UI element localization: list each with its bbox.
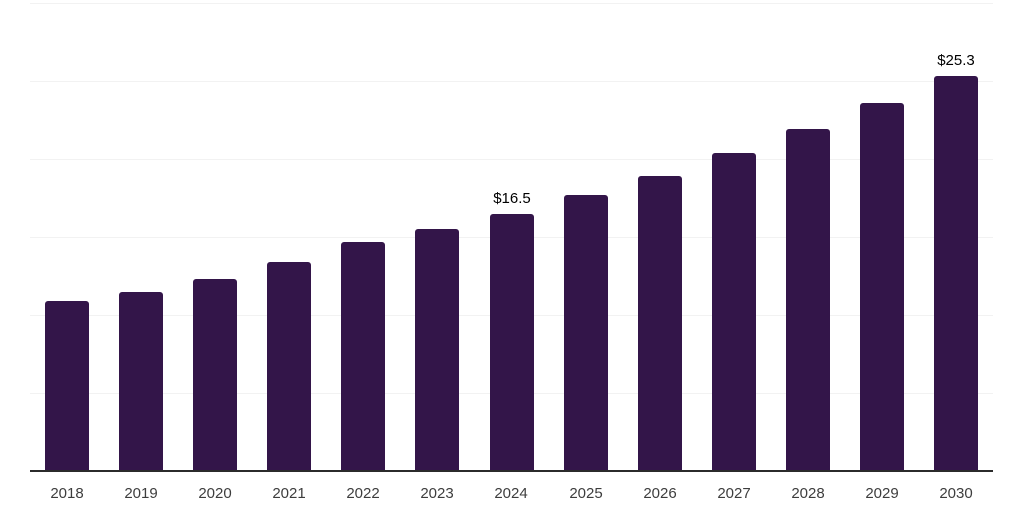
bar-2026 [638, 176, 682, 470]
x-tick-label-2025: 2025 [569, 485, 603, 502]
gridline [30, 81, 993, 82]
bar-value-label-2030: $25.3 [937, 52, 975, 69]
x-axis-line [30, 470, 993, 472]
x-tick-label-2028: 2028 [791, 485, 825, 502]
x-tick-label-2029: 2029 [865, 485, 899, 502]
x-tick-label-2022: 2022 [346, 485, 380, 502]
x-tick-label-2021: 2021 [272, 485, 306, 502]
bar-2029 [860, 103, 904, 470]
x-tick-label-2030: 2030 [939, 485, 973, 502]
bar-value-label-2024: $16.5 [493, 190, 531, 207]
x-tick-label-2026: 2026 [643, 485, 677, 502]
bar-2022 [341, 242, 385, 470]
x-tick-label-2027: 2027 [717, 485, 751, 502]
x-tick-label-2018: 2018 [50, 485, 84, 502]
x-tick-label-2023: 2023 [420, 485, 454, 502]
gridline [30, 3, 993, 4]
x-tick-label-2020: 2020 [198, 485, 232, 502]
bar-2028 [786, 129, 830, 470]
bar-2019 [119, 292, 163, 470]
x-tick-label-2019: 2019 [124, 485, 158, 502]
bar-2025 [564, 195, 608, 470]
bar-2023 [415, 229, 459, 470]
bar-2021 [267, 262, 311, 470]
bar-2024 [490, 214, 534, 470]
bar-2027 [712, 153, 756, 470]
gridline [30, 159, 993, 160]
x-tick-label-2024: 2024 [494, 485, 528, 502]
bar-2020 [193, 279, 237, 470]
bar-2018 [45, 301, 89, 470]
bar-2030 [934, 76, 978, 470]
